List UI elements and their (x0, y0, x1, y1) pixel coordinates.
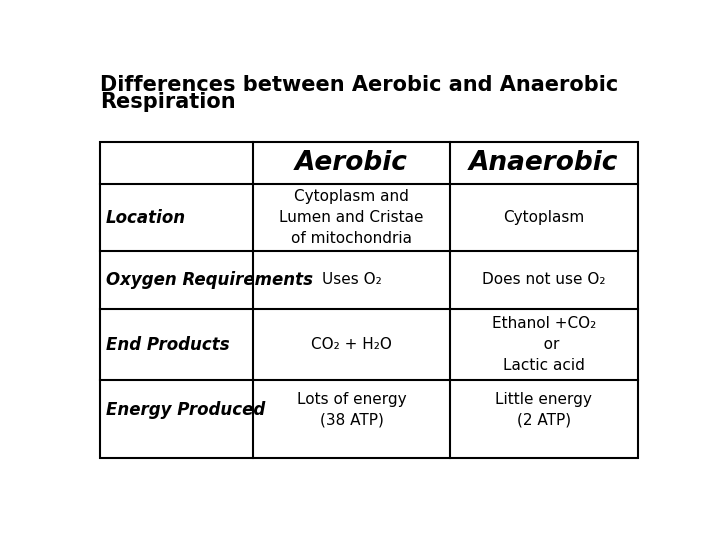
Text: Location: Location (106, 208, 186, 227)
Text: Lots of energy
(38 ATP): Lots of energy (38 ATP) (297, 392, 406, 428)
Text: Ethanol +CO₂
   or
Lactic acid: Ethanol +CO₂ or Lactic acid (492, 316, 596, 373)
Text: Uses O₂: Uses O₂ (322, 273, 382, 287)
Text: Cytoplasm and
Lumen and Cristae
of mitochondria: Cytoplasm and Lumen and Cristae of mitoc… (279, 189, 424, 246)
Text: Energy Produced: Energy Produced (106, 401, 265, 418)
Text: Cytoplasm: Cytoplasm (503, 210, 585, 225)
Text: Respiration: Respiration (100, 92, 235, 112)
Text: Little energy
(2 ATP): Little energy (2 ATP) (495, 392, 593, 428)
Text: Aerobic: Aerobic (295, 150, 408, 176)
Text: CO₂ + H₂O: CO₂ + H₂O (311, 338, 392, 352)
Text: Anaerobic: Anaerobic (469, 150, 618, 176)
Text: Oxygen Requirements: Oxygen Requirements (106, 271, 312, 289)
Text: End Products: End Products (106, 336, 229, 354)
Bar (100, 141, 638, 458)
Text: Does not use O₂: Does not use O₂ (482, 273, 606, 287)
Text: Differences between Aerobic and Anaerobic: Differences between Aerobic and Anaerobi… (100, 75, 618, 95)
